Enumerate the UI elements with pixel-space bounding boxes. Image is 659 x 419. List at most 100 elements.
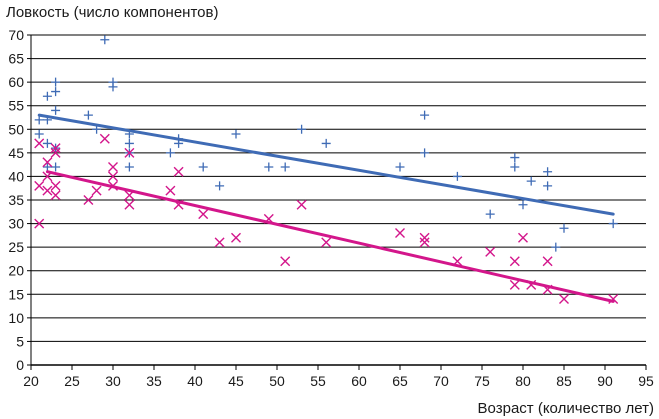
y-tick-label: 25	[8, 239, 24, 255]
x-tick-label: 70	[433, 373, 449, 389]
plus-point	[543, 181, 553, 191]
x-point	[83, 195, 94, 205]
x-tick-label: 75	[474, 373, 490, 389]
plus-point	[51, 87, 61, 97]
plus-point	[551, 242, 561, 252]
plus-point	[165, 148, 175, 158]
y-tick-label: 60	[8, 74, 24, 90]
plus-point	[559, 223, 569, 233]
x-point	[395, 228, 405, 238]
plus-point	[108, 77, 118, 87]
plus-point	[231, 129, 241, 139]
x-tick-label: 50	[269, 373, 285, 389]
x-point	[321, 237, 332, 248]
x-tick-label: 55	[310, 373, 326, 389]
plus-point	[215, 181, 225, 191]
y-tick-label: 65	[8, 51, 24, 67]
y-tick-label: 50	[8, 121, 24, 137]
y-tick-label: 70	[8, 27, 24, 43]
x-tick-label: 80	[515, 373, 531, 389]
y-tick-label: 20	[8, 263, 24, 279]
x-point	[91, 185, 102, 196]
plus-point	[510, 162, 520, 172]
y-tick-label: 0	[16, 357, 24, 373]
x-tick-label: 40	[187, 373, 203, 389]
x-point	[50, 143, 61, 154]
plus-point	[420, 110, 430, 120]
x-tick-label: 35	[146, 373, 162, 389]
x-point	[108, 171, 118, 182]
plus-point	[42, 91, 52, 101]
plus-point	[297, 124, 307, 134]
plus-point	[83, 110, 93, 120]
y-tick-label: 40	[8, 168, 24, 184]
plus-point	[420, 148, 430, 158]
x-tick-label: 65	[392, 373, 408, 389]
trendline-series-1	[37, 113, 615, 216]
x-point	[518, 232, 528, 243]
y-axis-title: Ловкость (число компонентов)	[6, 4, 218, 21]
plus-point	[51, 162, 61, 172]
plus-point	[124, 138, 134, 148]
y-tick-label: 5	[16, 333, 24, 349]
x-point	[99, 133, 110, 144]
x-tick-label: 45	[228, 373, 244, 389]
x-point	[419, 232, 430, 243]
x-tick-label: 95	[638, 373, 654, 389]
y-tick-label: 15	[8, 286, 24, 302]
x-tick-label: 20	[23, 373, 39, 389]
x-point	[42, 157, 53, 168]
x-point	[50, 180, 61, 191]
plus-point	[264, 162, 274, 172]
y-tick-label: 35	[8, 192, 24, 208]
plus-point	[526, 176, 536, 186]
plus-point	[198, 162, 208, 172]
x-point	[214, 237, 225, 248]
plus-point	[485, 209, 495, 219]
x-point	[509, 256, 520, 267]
x-point	[280, 256, 291, 267]
plus-point	[510, 153, 520, 163]
y-tick-label: 45	[8, 145, 24, 161]
plus-point	[608, 219, 618, 229]
x-tick-label: 85	[556, 373, 572, 389]
plus-point	[321, 138, 331, 148]
x-point	[108, 162, 118, 172]
x-point	[559, 294, 569, 304]
plus-point	[543, 167, 553, 177]
plus-point	[51, 77, 61, 87]
x-point	[50, 147, 61, 158]
x-point	[485, 246, 496, 257]
trendline-layer	[37, 113, 615, 303]
plus-point	[34, 129, 44, 139]
x-tick-label: 25	[64, 373, 80, 389]
x-point	[296, 199, 307, 210]
x-point	[542, 256, 553, 267]
x-point	[173, 166, 184, 177]
x-point	[34, 180, 45, 191]
plus-point	[100, 35, 110, 45]
plus-point	[280, 162, 290, 172]
plus-point	[518, 200, 528, 210]
x-axis-title: Возраст (количество лет)	[478, 400, 654, 417]
y-tick-label: 55	[8, 98, 24, 114]
x-point	[509, 279, 520, 290]
x-point	[198, 209, 209, 220]
x-tick-label: 90	[597, 373, 613, 389]
plus-point	[42, 162, 52, 172]
x-point	[50, 190, 61, 201]
series-1	[34, 35, 618, 252]
y-axis-ticks: 0 5 10 15 20 25 30 35 40 45 50 55 60 65 70	[8, 27, 31, 373]
plus-point	[124, 162, 134, 172]
x-point	[231, 232, 241, 243]
x-point	[42, 185, 53, 196]
x-point	[34, 138, 45, 149]
series-layer	[34, 35, 619, 304]
y-tick-label: 30	[8, 216, 24, 232]
series-2	[34, 133, 619, 304]
y-tick-label: 10	[8, 310, 24, 326]
plus-point	[42, 138, 52, 148]
grid-lines	[31, 34, 646, 342]
plus-point	[34, 115, 44, 125]
